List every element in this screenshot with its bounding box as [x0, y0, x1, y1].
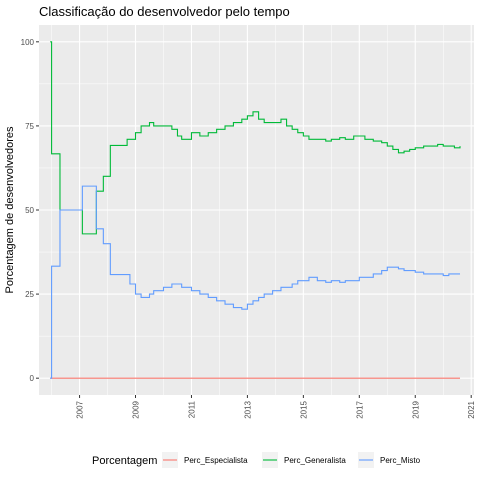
- x-axis: 2007 2009 2011 2013 2015 2017 2019 2021: [76, 395, 476, 419]
- legend-items: Perc_Especialista Perc_Generalista Perc_Mi…: [162, 452, 421, 468]
- y-tick-label: 50: [25, 206, 34, 215]
- legend-entry-label: Perc_Especialista: [184, 456, 248, 465]
- legend-entry-label: Perc_Generalista: [284, 456, 346, 465]
- y-tick-label: 25: [25, 290, 34, 299]
- x-tick-label: 2017: [355, 400, 364, 418]
- x-tick-label: 2009: [132, 400, 141, 418]
- chart-title: Classificação do desenvolvedor pelo temp…: [39, 4, 290, 19]
- legend-entry-label: Perc_Misto: [380, 456, 421, 465]
- series-line-perc-generalista: [50, 41, 461, 235]
- x-tick-label: 2015: [299, 400, 308, 418]
- y-axis-title: Porcentagem de desenvolvedores: [4, 126, 16, 293]
- y-axis: 0 25 50 75 100: [21, 38, 39, 383]
- series-line-perc-misto: [50, 185, 461, 379]
- legend: Porcentagem Perc_Especialista Perc_Genera…: [92, 452, 421, 468]
- x-tick-label: 2007: [76, 400, 85, 418]
- x-tick-label: 2019: [411, 400, 420, 418]
- x-tick-label: 2021: [467, 400, 476, 418]
- y-tick-label: 75: [25, 122, 34, 131]
- x-tick-label: 2011: [187, 400, 196, 418]
- x-tick-label: 2013: [243, 400, 252, 418]
- series-layer: [50, 41, 461, 379]
- legend-title: Porcentagem: [92, 455, 157, 467]
- y-tick-label: 100: [21, 38, 35, 47]
- y-tick-label: 0: [30, 374, 35, 383]
